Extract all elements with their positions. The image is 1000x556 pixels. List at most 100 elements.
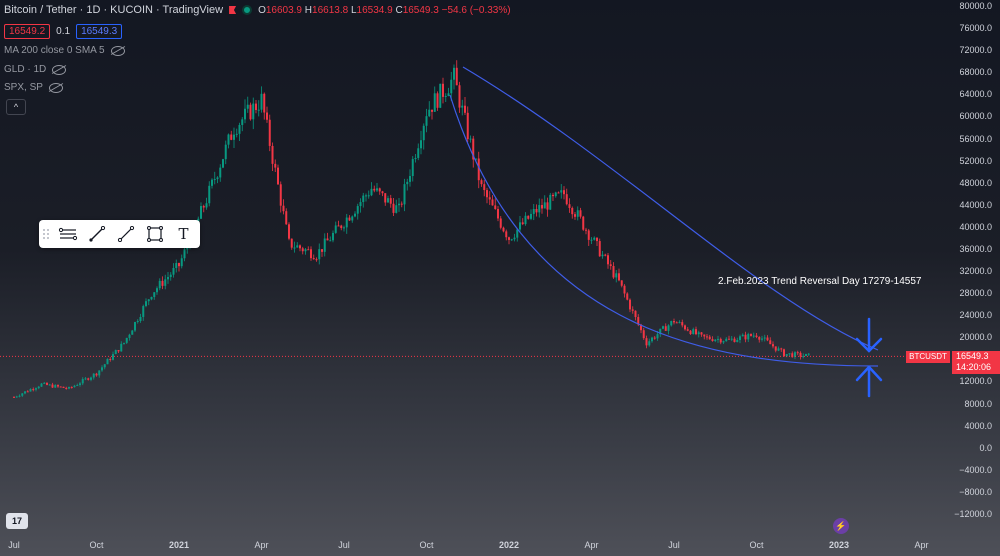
hidden-eye-icon[interactable] — [52, 64, 67, 75]
candle-body — [288, 224, 290, 239]
candle-body — [695, 329, 697, 335]
candle-body — [392, 203, 395, 213]
lines-icon[interactable] — [53, 220, 82, 248]
candle-body — [560, 190, 563, 193]
candle-body — [596, 237, 598, 242]
candle-body — [406, 181, 409, 185]
candle-body — [722, 341, 725, 343]
candle-body — [554, 192, 557, 197]
price-axis[interactable]: 80000.0 76000.0 72000.0 68000.0 64000.0 60000… — [948, 0, 1000, 535]
candle-body — [299, 245, 301, 249]
candle-body — [692, 329, 695, 335]
candle-body — [609, 264, 612, 267]
candle-body — [13, 396, 15, 398]
time-axis[interactable]: Jul Oct 2021 Apr Jul Oct 2022 Apr Jul Oct 2023 Apr — [0, 536, 948, 556]
candle-body — [90, 377, 92, 380]
time-tick-label: Oct — [749, 540, 764, 550]
time-tick-label: Oct — [89, 540, 104, 550]
candle-body — [576, 210, 579, 217]
candle-body — [684, 325, 686, 330]
flag-icon[interactable] — [229, 6, 237, 14]
candle-body — [442, 83, 444, 97]
candle-body — [488, 197, 491, 200]
tradingview-logo[interactable]: 17 — [6, 513, 28, 529]
candle-body — [277, 167, 279, 185]
candle-body — [571, 207, 574, 215]
indicator-spx[interactable]: SPX, SP — [4, 82, 63, 93]
candle-body — [167, 276, 169, 280]
candle-body — [750, 334, 752, 336]
chart-title[interactable]: Bitcoin / Tether · 1D · KUCOIN · Trading… — [4, 4, 224, 16]
candle-body — [378, 188, 381, 192]
candle-body — [678, 322, 681, 324]
candle-body — [70, 387, 73, 389]
indicator-label: GLD · 1D — [4, 64, 47, 75]
candle-body — [334, 225, 337, 233]
trend-reversal-annotation[interactable]: 2.Feb.2023 Trend Reversal Day 17279-1455… — [718, 276, 922, 287]
rectangle-icon[interactable] — [140, 220, 169, 248]
collapse-legend-button[interactable]: ^ — [6, 99, 26, 115]
candle-body — [73, 385, 76, 388]
candle-body — [238, 124, 241, 134]
brush-icon[interactable] — [82, 220, 111, 248]
candle-body — [112, 354, 114, 360]
last-price-value: 16549.3 — [956, 351, 989, 361]
drawing-toolbar: T — [39, 220, 200, 248]
candle-body — [134, 322, 136, 331]
candle-body — [362, 195, 365, 203]
indicator-gld[interactable]: GLD · 1D — [4, 64, 67, 75]
candle-body — [642, 330, 645, 339]
price-tick-label: 20000.0 — [959, 332, 992, 343]
price-chart-canvas[interactable] — [0, 0, 948, 535]
candle-body — [436, 93, 439, 108]
candle-body — [587, 230, 590, 240]
indicator-ma[interactable]: MA 200 close 0 SMA 5 — [4, 45, 125, 56]
candle-body — [631, 309, 634, 311]
candle-body — [24, 391, 26, 394]
price-tick-label: −12000.0 — [954, 509, 992, 519]
candle-body — [35, 388, 37, 390]
trendline-icon[interactable] — [111, 220, 140, 248]
candle-body — [761, 338, 763, 340]
candle-body — [477, 158, 480, 181]
candle-body — [249, 104, 252, 120]
sell-button[interactable]: 16549.2 — [4, 24, 51, 39]
candle-body — [799, 352, 802, 357]
candle-body — [579, 210, 582, 217]
candle-body — [387, 198, 389, 203]
candle-body — [81, 379, 84, 384]
candle-body — [659, 328, 662, 335]
candle-body — [730, 338, 733, 340]
candle-body — [354, 213, 356, 217]
price-tick-label: 28000.0 — [959, 288, 992, 299]
candle-body — [211, 179, 213, 186]
candle-body — [516, 229, 519, 238]
candle-body — [568, 204, 571, 208]
candle-body — [772, 344, 774, 347]
lightning-icon[interactable]: ⚡ — [833, 518, 849, 534]
candle-body — [549, 194, 552, 210]
candle-body — [21, 393, 24, 396]
candle-body — [780, 348, 783, 350]
candle-body — [183, 249, 186, 259]
indicator-label: SPX, SP — [4, 82, 43, 93]
candle-body — [233, 134, 235, 140]
candle-body — [340, 225, 343, 229]
hidden-eye-icon[interactable] — [110, 45, 125, 56]
candle-body — [640, 324, 642, 331]
market-status-dot — [242, 5, 253, 15]
candle-body — [466, 112, 469, 140]
candle-body — [574, 214, 576, 217]
drag-handle-icon[interactable] — [39, 220, 53, 248]
text-icon[interactable]: T — [178, 225, 189, 243]
buy-button[interactable]: 16549.3 — [76, 24, 123, 39]
hidden-eye-icon[interactable] — [48, 82, 63, 93]
candle-body — [648, 341, 651, 346]
candle-body — [384, 193, 387, 203]
candle-body — [752, 335, 755, 337]
candle-body — [711, 339, 714, 342]
candle-body — [741, 334, 744, 337]
candle-body — [653, 337, 656, 339]
price-tick-label: 52000.0 — [959, 155, 992, 166]
